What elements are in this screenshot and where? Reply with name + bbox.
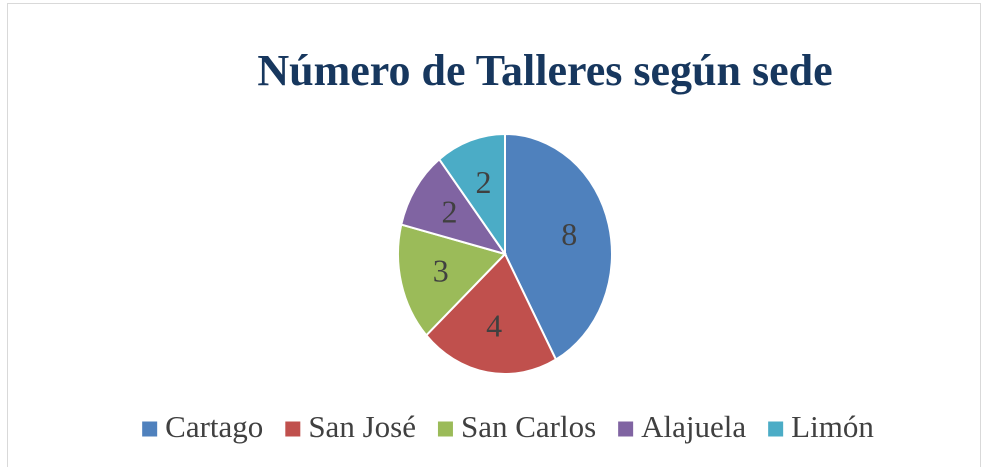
- data-label: 2: [441, 194, 457, 230]
- legend-label: Cartago: [165, 409, 263, 444]
- legend-swatch: [142, 421, 158, 437]
- chart-title: Número de Talleres según sede: [257, 46, 832, 95]
- legend-swatch: [285, 421, 301, 437]
- chart-frame: [7, 3, 981, 467]
- data-label: 3: [433, 253, 449, 289]
- legend-label: San José: [308, 409, 416, 444]
- pie-slice: [400, 157, 508, 256]
- data-label: 2: [475, 164, 491, 200]
- pie-slice: [397, 223, 507, 337]
- data-label: 8: [561, 216, 577, 252]
- legend-swatch: [618, 421, 634, 437]
- pie-slice: [437, 132, 506, 258]
- legend-swatch: [768, 421, 784, 437]
- legend-label: Alajuela: [641, 409, 746, 444]
- legend-label: San Carlos: [461, 409, 596, 444]
- legend-swatch: [437, 421, 453, 437]
- legend-label: Limón: [791, 409, 874, 444]
- pie-slice: [424, 252, 558, 375]
- data-label: 4: [486, 308, 502, 344]
- pie-slice: [504, 132, 613, 361]
